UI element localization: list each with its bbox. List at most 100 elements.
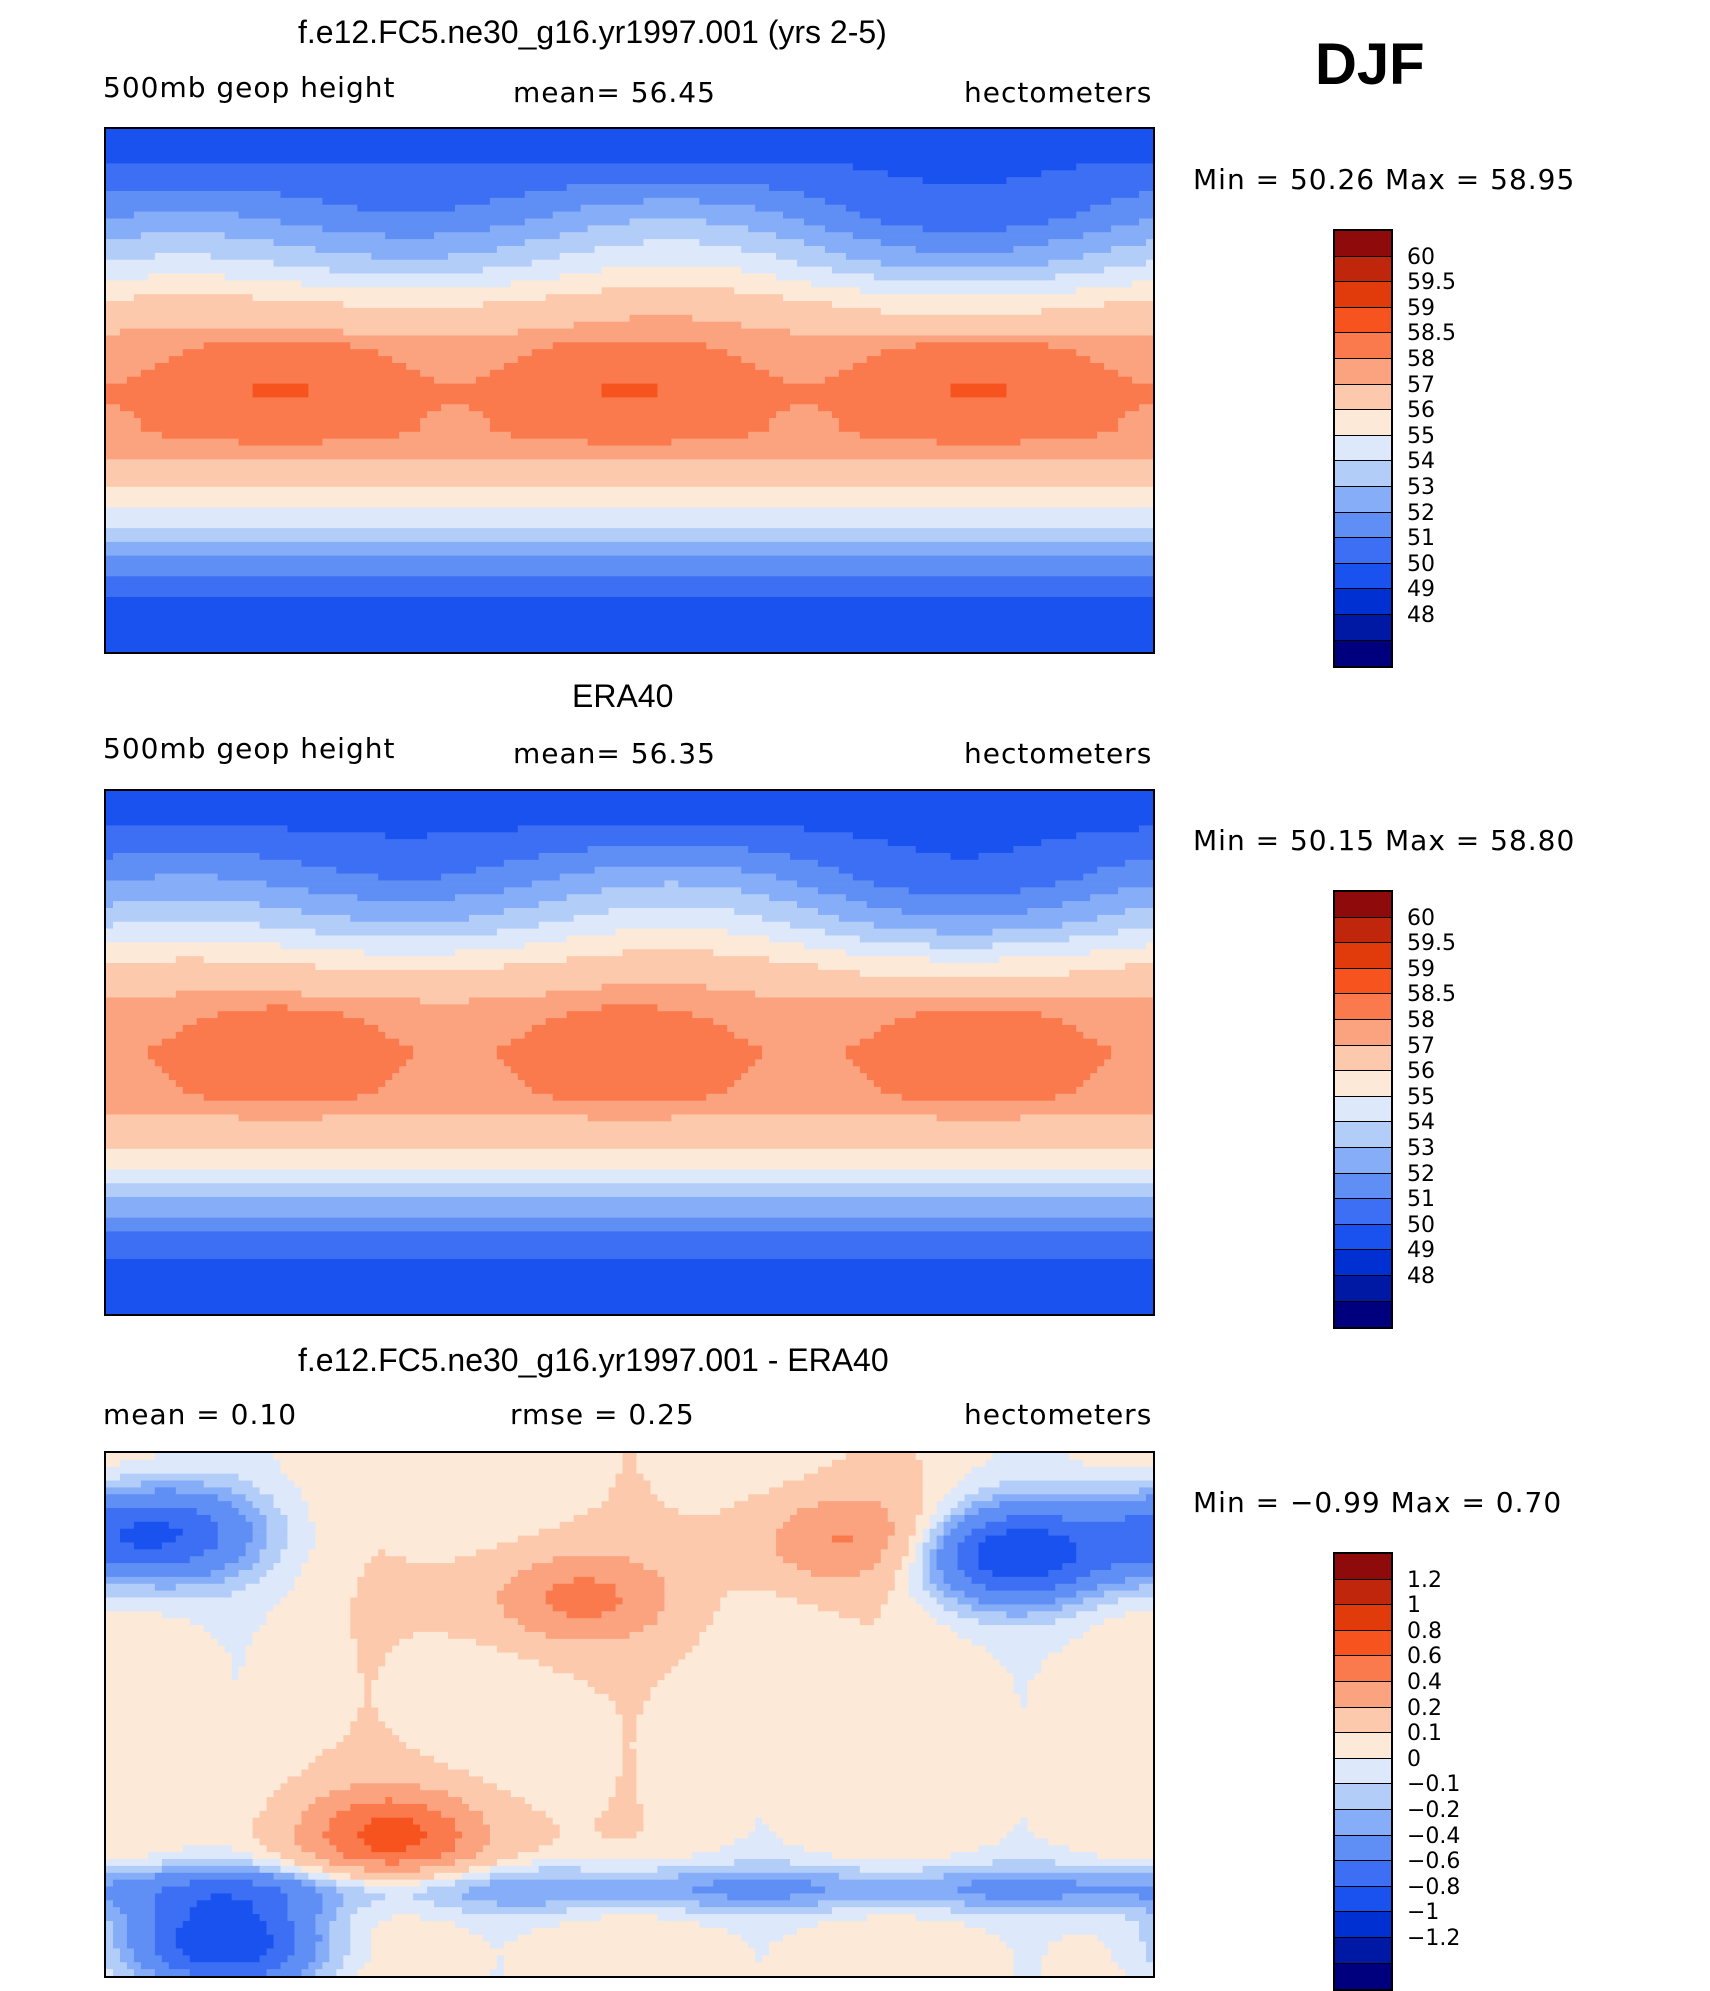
contour-cell: [280, 1962, 310, 1970]
contour-cell: [106, 411, 135, 419]
contour-cell: [657, 1611, 714, 1619]
contour-cell: [1006, 383, 1153, 392]
contour-cell: [636, 1748, 1153, 1757]
contour-cell: [797, 1597, 889, 1605]
contour-cell: [357, 1583, 505, 1592]
contour-cell: [685, 1652, 994, 1661]
contour-cell: [154, 1893, 212, 1901]
contour-cell: [106, 1590, 233, 1599]
colorbar-swatch: [1335, 486, 1391, 513]
contour-cell: [287, 1535, 316, 1544]
contour-cell: [622, 1466, 638, 1475]
contour-cell: [880, 239, 1049, 247]
colorbar-tick-label: 1: [1407, 1593, 1421, 1619]
contour-cell: [790, 921, 875, 930]
contour-cell: [287, 1907, 323, 1915]
contour-cell: [915, 245, 1014, 254]
contour-cell: [245, 1542, 268, 1550]
contour-cell: [106, 1197, 1153, 1205]
contour-cell: [1041, 170, 1153, 178]
contour-cell: [985, 1893, 1063, 1901]
contour-cell: [294, 1480, 617, 1489]
contour-cell: [371, 1693, 610, 1702]
contour-cell: [915, 1011, 1042, 1019]
contour-cell: [943, 1604, 973, 1612]
contour-cell: [1027, 1680, 1153, 1688]
contour-cell: [692, 1645, 987, 1654]
contour-cell: [1132, 280, 1153, 288]
contour-cell: [106, 1872, 156, 1881]
contour-cell: [1027, 1693, 1153, 1702]
contour-cell: [1083, 1031, 1153, 1040]
contour-cell: [106, 321, 575, 330]
contour-cell: [106, 1466, 282, 1475]
contour-cell: [455, 1556, 554, 1564]
contour-cell: [1076, 1086, 1153, 1095]
contour-cell: [776, 873, 854, 882]
contour-cell: [308, 1872, 330, 1881]
contour-cell: [350, 1803, 428, 1812]
contour-cell: [615, 1776, 638, 1784]
contour-cell: [1076, 287, 1153, 295]
contour-cell: [106, 963, 316, 971]
contour-cell: [168, 1073, 393, 1081]
contour-cell: [1097, 1038, 1153, 1047]
contour-cell: [106, 603, 1153, 612]
contour-cell: [657, 1865, 861, 1874]
panel-2-units: hectometers: [964, 737, 1153, 770]
contour-cell: [385, 232, 435, 240]
contour-cell: [350, 1783, 421, 1791]
contour-cell: [503, 1059, 756, 1067]
contour-cell: [294, 1920, 316, 1929]
contour-cell: [455, 1920, 561, 1929]
contour-cell: [908, 1563, 924, 1571]
contour-cell: [245, 1549, 261, 1557]
contour-cell: [699, 239, 805, 247]
contour-cell: [106, 1638, 219, 1647]
contour-cell: [1069, 969, 1153, 978]
contour-cell: [329, 1790, 449, 1798]
contour-cell: [106, 901, 114, 909]
contour-cell: [266, 1521, 289, 1530]
contour-cell: [252, 1501, 275, 1509]
contour-cell: [622, 1597, 665, 1605]
contour-cell: [776, 1590, 889, 1599]
contour-cell: [524, 1797, 610, 1805]
contour-cell: [566, 894, 770, 902]
contour-cell: [350, 1872, 435, 1881]
contour-cell: [406, 1845, 456, 1853]
contour-cell: [413, 1052, 498, 1060]
contour-cell: [922, 1466, 973, 1475]
contour-cell: [873, 921, 1063, 930]
contour-cell: [106, 204, 358, 213]
contour-cell: [950, 1907, 1147, 1915]
contour-cell: [287, 1893, 323, 1901]
contour-cell: [650, 1480, 784, 1489]
contour-cell: [783, 1838, 1001, 1846]
contour-cell: [804, 218, 882, 226]
contour-cell: [1111, 1955, 1147, 1963]
contour-cell: [112, 921, 261, 930]
contour-cell: [489, 1824, 561, 1833]
contour-cell: [985, 1535, 1070, 1544]
contour-cell: [741, 1934, 784, 1943]
contour-cell: [1139, 1920, 1153, 1929]
contour-cell: [601, 1501, 665, 1509]
contour-cell: [322, 225, 491, 233]
contour-cell: [106, 1279, 1153, 1288]
colorbar-tick-label: −1.2: [1407, 1926, 1461, 1951]
contour-cell: [650, 1693, 1021, 1702]
contour-cell: [741, 321, 1153, 330]
contour-cell: [936, 1521, 945, 1530]
panel-2-colorbar: [1333, 890, 1393, 1330]
contour-cell: [106, 473, 1153, 481]
contour-cell: [845, 894, 1091, 902]
contour-cell: [106, 1831, 254, 1839]
contour-cell: [999, 1659, 1042, 1667]
contour-cell: [399, 1638, 477, 1647]
contour-cell: [503, 907, 610, 916]
contour-cell: [824, 928, 938, 937]
contour-cell: [489, 1831, 561, 1839]
contour-cell: [266, 1611, 351, 1619]
contour-cell: [1006, 1514, 1063, 1523]
